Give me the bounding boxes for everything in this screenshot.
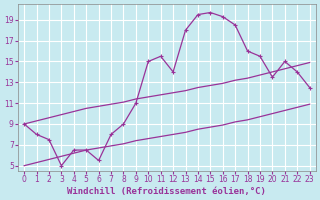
X-axis label: Windchill (Refroidissement éolien,°C): Windchill (Refroidissement éolien,°C) xyxy=(68,187,266,196)
